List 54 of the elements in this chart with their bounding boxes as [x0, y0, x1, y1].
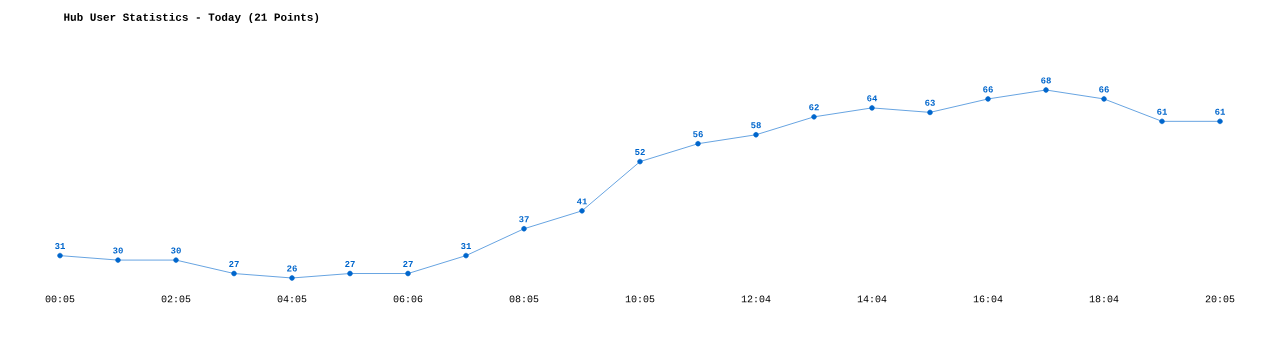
data-label: 30: [113, 247, 123, 254]
data-label: 27: [229, 261, 239, 267]
x-tick-label: 02:05: [161, 295, 191, 303]
point: [637, 158, 643, 165]
data-label: 61: [1215, 108, 1225, 115]
data-label: 66: [1099, 86, 1109, 93]
point: [869, 105, 875, 111]
x-tick-label: 04:05: [277, 295, 307, 303]
x-tick-label: 18:04: [1089, 295, 1119, 303]
point: [695, 141, 701, 147]
point: [405, 270, 411, 277]
x-tick-label: 14:04: [857, 295, 887, 303]
data-label: 64: [867, 95, 878, 102]
data-label: 56: [693, 131, 703, 138]
chart-title: Hub User Statistics - Today (21 Points): [64, 12, 319, 24]
point: [1217, 118, 1223, 125]
x-tick-label: 10:05: [625, 295, 655, 303]
point: [347, 270, 353, 277]
data-label: 41: [576, 198, 587, 205]
x-tick-label: 08:05: [509, 295, 539, 303]
point: [579, 208, 585, 214]
point: [985, 96, 991, 102]
point: [463, 252, 469, 259]
point: [1043, 87, 1049, 93]
data-label: 66: [983, 86, 993, 93]
point: [927, 109, 933, 116]
point: [1101, 96, 1107, 102]
point: [115, 257, 121, 263]
data-label: 27: [345, 261, 355, 267]
point: [231, 270, 237, 277]
data-label: 68: [1041, 77, 1051, 84]
data-label: 26: [287, 265, 297, 272]
data-label: 61: [1157, 108, 1167, 115]
data-label: 31: [461, 243, 471, 250]
data-label: 62: [809, 104, 819, 111]
x-tick-label: 16:04: [973, 295, 1003, 303]
point: [289, 275, 295, 281]
x-tick-label: 06:06: [393, 295, 423, 303]
point: [811, 114, 817, 120]
data-label: 58: [751, 122, 761, 129]
data-label: 31: [55, 243, 65, 250]
x-tick-label: 20:05: [1205, 295, 1235, 303]
data-label: 52: [635, 149, 645, 156]
point: [173, 257, 179, 263]
data-label: 27: [403, 261, 413, 267]
point: [753, 132, 759, 138]
point: [1159, 118, 1165, 125]
point: [57, 252, 63, 259]
point: [521, 226, 527, 232]
x-tick-label: 00:05: [45, 295, 75, 303]
x-tick-label: 12:04: [741, 295, 771, 303]
data-label: 30: [171, 247, 181, 254]
data-label: 63: [925, 99, 935, 106]
data-label: 37: [519, 216, 529, 223]
